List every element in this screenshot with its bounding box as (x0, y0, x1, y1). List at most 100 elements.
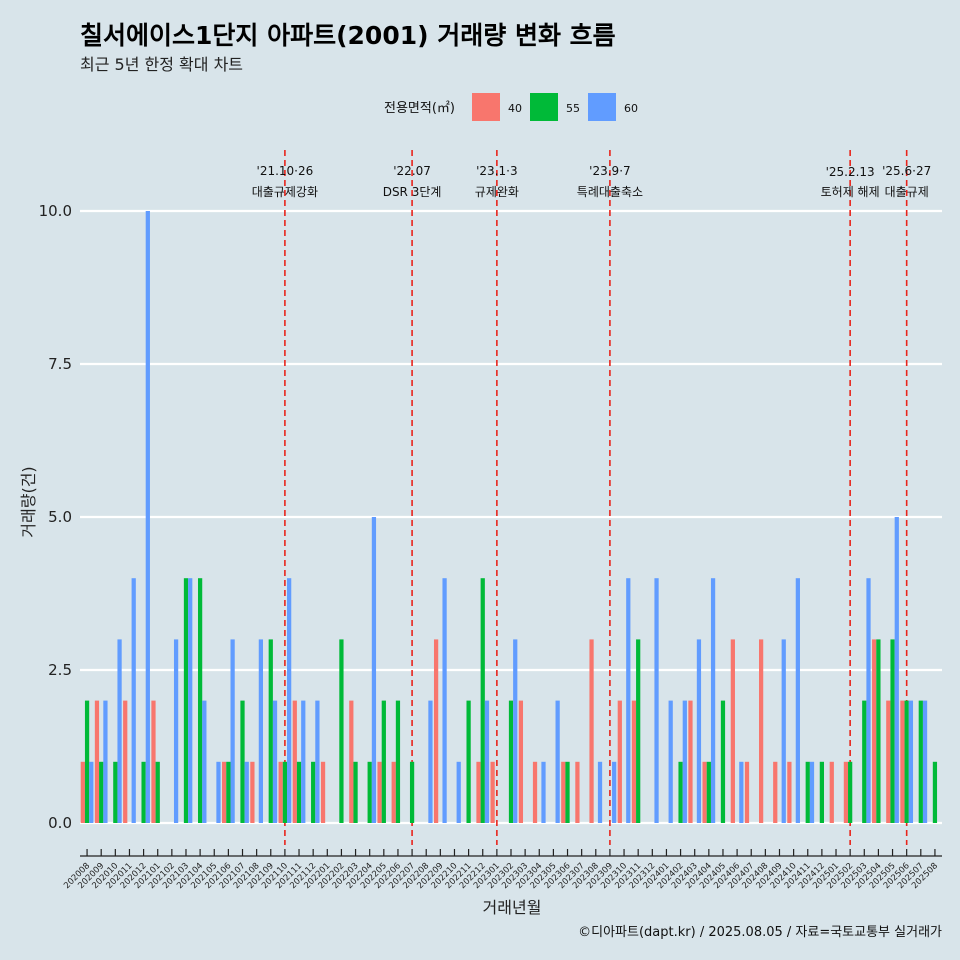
bar-55-202106 (226, 761, 231, 823)
y-axis: 0.0 2.5 5.0 7.5 10.0 (39, 202, 72, 832)
bar-40-202304 (532, 761, 538, 823)
bar-60-202411 (809, 761, 815, 823)
bar-55-202109 (268, 639, 273, 823)
bar-60-202410 (795, 578, 800, 823)
bar-40-202108 (250, 761, 255, 823)
chart-subtitle: 최근 5년 한정 확대 차트 (80, 55, 243, 74)
bar-40-202403 (688, 700, 693, 823)
bar-55-202411 (805, 761, 810, 823)
bar-60-202210 (456, 761, 461, 823)
bar-55-202402 (678, 761, 683, 823)
legend-title: 전용면적(㎡) (384, 101, 455, 116)
bar-40-202201 (320, 761, 326, 823)
bar-55-202311 (636, 639, 641, 823)
bar-60-202010 (117, 639, 122, 823)
bar-40-202111 (292, 700, 297, 823)
bar-40-202404 (702, 761, 707, 823)
bar-55-202506 (904, 700, 909, 823)
bar-40-202410 (787, 761, 792, 823)
bar-60-202011 (131, 578, 136, 823)
bar-40-202408 (759, 639, 764, 823)
bar-60-202402 (682, 700, 687, 823)
y-tick-label: 10.0 (39, 202, 72, 220)
bar-55-202107 (240, 700, 245, 823)
bar-55-202009 (99, 761, 104, 823)
bar-55-202206 (395, 700, 401, 823)
legend-key-55 (530, 93, 558, 121)
bar-40-202206 (391, 761, 396, 823)
event-label: 토허제 해제 (821, 185, 880, 199)
event-date: '25.2.13 (826, 165, 875, 179)
bar-60-202506 (908, 700, 914, 823)
bar-55-202111 (296, 761, 302, 823)
bar-60-202009 (103, 700, 108, 823)
bar-60-202310 (626, 578, 631, 823)
bar-40-202205 (377, 761, 382, 823)
bar-40-202307 (575, 761, 580, 823)
bar-60-202212 (484, 700, 490, 823)
bar-55-202112 (311, 761, 316, 823)
bar-60-202102 (173, 639, 179, 823)
event-label: 특례대출축소 (577, 185, 643, 199)
bar-55-202012 (141, 761, 146, 823)
bar-60-202304 (541, 761, 546, 823)
bar-60-202112 (315, 700, 320, 823)
bar-55-202502 (848, 761, 853, 823)
bar-55-202202 (339, 639, 344, 823)
bar-55-202101 (155, 761, 160, 823)
y-tick-label: 5.0 (48, 508, 72, 526)
event-label: 대출규제강화 (252, 185, 318, 199)
bar-55-202010 (113, 761, 118, 823)
event-date: '21.10·26 (257, 164, 314, 178)
bar-60-202105 (216, 761, 221, 823)
bar-55-202306 (565, 761, 570, 823)
bar-40-202502 (843, 761, 849, 823)
y-tick-label: 2.5 (48, 661, 72, 679)
bar-55-202405 (720, 700, 726, 823)
legend: 전용면적(㎡) 40 55 60 (384, 93, 638, 121)
bar-60-202008 (89, 761, 94, 823)
bar-60-202109 (272, 700, 278, 823)
event-label: 규제완화 (475, 185, 519, 199)
bar-40-202209 (433, 639, 439, 823)
bar-40-202009 (94, 700, 100, 823)
bar-60-202107 (244, 761, 249, 823)
event-markers: '21.10·26 대출규제강화 '22.07 DSR 3단계 '23.1·3 규제완화 '… (252, 150, 931, 845)
y-tick-label: 7.5 (48, 355, 72, 373)
bar-60-202409 (781, 639, 786, 823)
bar-55-202503 (862, 700, 867, 823)
bar-60-202302 (513, 639, 518, 823)
bar-55-202204 (367, 761, 372, 823)
bar-40-202303 (518, 700, 524, 823)
bar-60-202111 (301, 700, 306, 823)
bar-55-202103 (183, 578, 189, 823)
bar-60-202401 (668, 700, 673, 823)
bar-40-202504 (872, 639, 877, 823)
bar-60-202110 (287, 578, 292, 823)
y-tick-label: 0.0 (48, 814, 72, 832)
bar-60-202208 (428, 700, 433, 823)
bar-60-202406 (739, 761, 744, 823)
chart-title: 칠서에이스1단지 아파트(2001) 거래량 변화 흐름 (80, 21, 616, 50)
bar-55-202211 (466, 700, 471, 823)
bar-40-202008 (80, 761, 85, 823)
bar-40-202505 (886, 700, 891, 823)
legend-label-55: 55 (566, 102, 580, 115)
legend-key-60 (588, 93, 616, 121)
bar-55-202505 (890, 639, 895, 823)
legend-label-60: 60 (624, 102, 638, 115)
y-axis-label: 거래량(건) (19, 466, 38, 537)
event-date: '23.9·7 (589, 164, 630, 178)
bar-60-202209 (442, 578, 447, 823)
bar-55-202110 (282, 761, 288, 823)
bar-60-202108 (258, 639, 263, 823)
event-date: '23.1·3 (476, 164, 517, 178)
bar-55-202205 (381, 700, 386, 823)
bar-60-202104 (202, 700, 207, 823)
bar-40-202203 (349, 700, 354, 823)
bar-55-202507 (918, 700, 923, 823)
bar-55-202508 (932, 761, 938, 823)
bar-40-202406 (730, 639, 735, 823)
bar-55-202212 (480, 578, 485, 823)
